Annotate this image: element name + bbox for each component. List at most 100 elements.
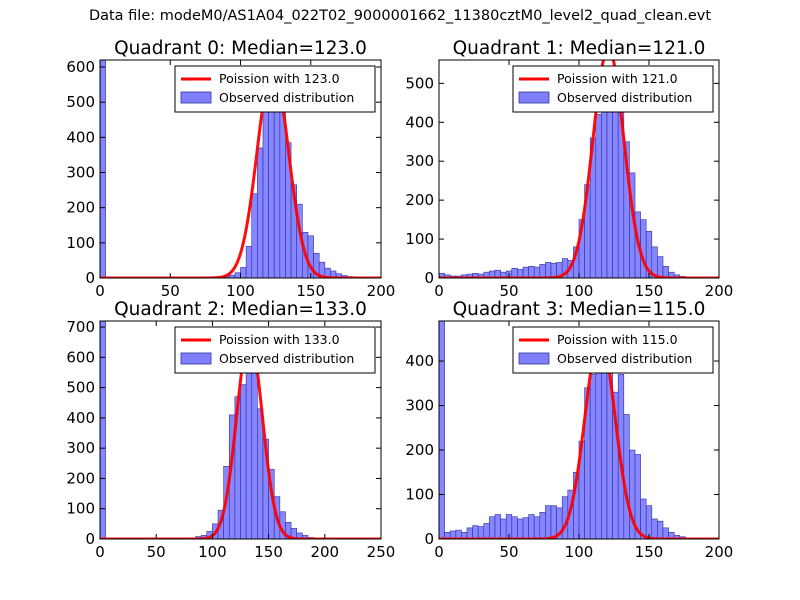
axes-frame [99,320,382,540]
poisson-curve [100,336,381,539]
panel-1: 0 50 100 150 200 0 100 200 300 400 500 Quadrant 1: … [405,38,733,300]
plot-area-3 [439,321,719,539]
plot-area-2 [100,321,381,539]
panel-title: Quadrant 3: Median=115.0 [453,299,706,320]
y-tick-label: 400 [405,352,434,370]
histogram-bar [645,505,653,539]
histogram-bar [273,87,281,278]
histogram-bar [539,512,546,539]
histogram-bar [483,523,490,539]
panel-title: Quadrant 2: Median=133.0 [114,299,367,320]
panel-title: Quadrant 0: Median=123.0 [114,38,367,59]
x-tick-label: 200 [310,543,339,561]
legend-bar-label: Observed distribution [219,351,354,366]
histogram-bar [595,114,602,278]
legend-bar-label: Observed distribution [557,351,692,366]
panel-0: 0 50 100 150 200 0 100 200 300 400 500 600 Quadrant … [66,38,395,300]
x-tick-label: 0 [434,282,444,300]
histogram-bar [489,516,496,539]
histogram-bar [262,94,269,278]
y-tick-label: 400 [66,409,95,427]
legend-line-label: Poission with 115.0 [557,332,678,347]
legend-bar-swatch [518,91,550,104]
y-tick-label: 0 [424,269,434,287]
legend-box [512,326,714,374]
histogram-bar [657,256,664,278]
x-tick-label: 200 [705,543,734,561]
poisson-curve [439,334,719,539]
y-tick-label: 600 [66,348,95,366]
histogram-bar [511,516,518,539]
x-tick-label: 50 [499,543,518,561]
y-tick-label: 500 [66,93,95,111]
panel-title: Quadrant 1: Median=121.0 [453,38,706,59]
y-tick-label: 400 [66,128,95,146]
legend-line-label: Poission with 133.0 [219,332,340,347]
legend-bar-label: Observed distribution [557,90,692,105]
x-tick-label: 50 [499,282,518,300]
x-tick-label: 100 [565,282,594,300]
y-tick-label: 0 [85,269,95,287]
legend-box [174,326,376,374]
histogram-bar [550,505,557,539]
y-tick-label: 300 [405,152,434,170]
histogram-bar [240,384,247,539]
histogram-bar [240,267,247,278]
histogram-bar [623,414,630,539]
x-tick-label: 0 [434,543,444,561]
histogram-bar [466,527,473,539]
histogram-bar [545,505,552,539]
y-tick-label: 200 [405,191,434,209]
y-tick-label: 300 [66,164,95,182]
histogram-bar [528,266,535,278]
histogram-bar [662,527,669,539]
histogram-bar [601,356,608,539]
legend-line-label: Poission with 121.0 [557,71,678,86]
histogram-bar [279,108,286,278]
histogram-bar [100,321,106,539]
legend-bar-swatch [180,91,212,104]
x-tick-label: 150 [296,282,325,300]
y-tick-label: 500 [66,379,95,397]
histogram-bar [257,408,264,539]
histogram-bar [522,517,529,539]
y-tick-label: 300 [66,439,95,457]
histogram-bar [651,518,658,539]
legend: Poission with 115.0 Observed distribution [512,326,714,374]
x-tick-label: 50 [161,282,180,300]
legend: Poission with 121.0 Observed distribution [512,65,714,113]
x-tick-label: 150 [635,282,664,300]
histogram-bar [634,454,641,539]
histogram-bar [477,526,485,539]
histogram-bar [500,518,507,539]
x-tick-label: 100 [198,543,227,561]
histogram-bar [612,106,619,278]
histogram-bar [539,264,546,278]
figure-title: Data file: modeM0/AS1A04_022T02_90000016… [88,8,712,24]
legend-box [174,65,376,113]
legend-line-label: Poission with 123.0 [219,71,340,86]
x-tick-label: 150 [254,543,283,561]
histogram-bar [100,60,106,278]
legend: Poission with 133.0 Observed distribution [174,326,376,374]
panel-3: 0 50 100 150 200 0 100 200 300 400 Quadrant 3: Med… [405,299,733,561]
histogram-bar [657,520,664,539]
y-tick-label: 200 [405,441,434,459]
y-tick-label: 100 [66,500,95,518]
histogram-bar [472,525,479,539]
histogram-bar [268,86,275,278]
y-tick-label: 300 [405,397,434,415]
x-tick-label: 0 [95,282,105,300]
y-tick-label: 0 [424,530,434,548]
legend-bar-swatch [180,352,212,365]
histogram-bar [251,363,258,539]
y-tick-label: 500 [405,74,434,92]
x-tick-label: 0 [95,543,105,561]
y-tick-label: 200 [66,199,95,217]
histogram-bar [545,262,552,278]
y-tick-label: 100 [66,234,95,252]
histogram-bar [528,514,535,539]
histogram-bar [251,193,258,278]
histogram-bar [589,374,597,539]
